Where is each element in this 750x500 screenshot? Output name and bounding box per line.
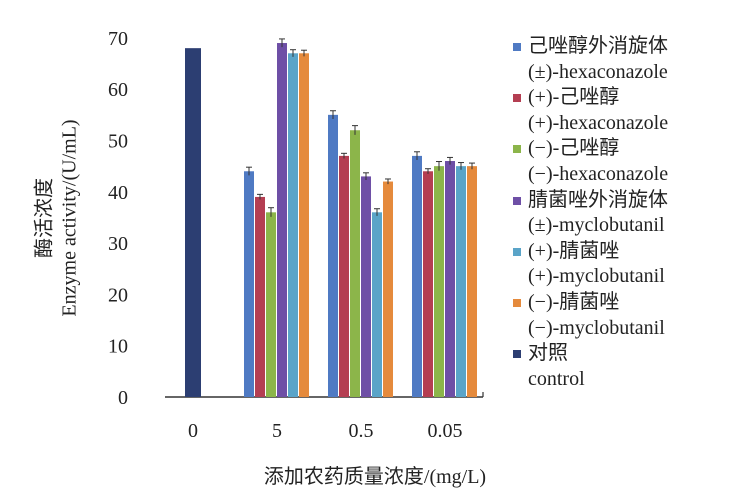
legend-item: (−)-腈菌唑 (−)-myclobutanil <box>510 290 668 341</box>
y-tick-label: 60 <box>108 79 128 101</box>
legend-label-cn: (+)-腈菌唑 <box>528 239 620 262</box>
legend-label-en: control <box>528 367 585 390</box>
bar <box>328 114 338 397</box>
y-tick-label: 50 <box>108 131 128 153</box>
legend-item: 己唑醇外消旋体 (±)-hexaconazole <box>510 34 668 85</box>
x-tick-label: 5 <box>272 420 282 442</box>
legend: 己唑醇外消旋体 (±)-hexaconazole (+)-己唑醇 (+)-hexaco… <box>510 34 668 392</box>
legend-label-cn: (+)-己唑醇 <box>528 86 620 109</box>
x-axis-label: 添加农药质量浓度/(mg/L) <box>263 466 487 488</box>
y-tick-label: 40 <box>108 182 128 204</box>
legend-label-en: (−)-hexaconazole <box>528 162 669 185</box>
legend-item: (+)-己唑醇 (+)-hexaconazole <box>510 85 668 136</box>
y-tick-label: 10 <box>108 336 128 358</box>
bar <box>445 161 455 397</box>
bar <box>339 155 349 397</box>
y-tick-label: 0 <box>118 387 128 409</box>
bar <box>372 212 382 397</box>
bar <box>350 130 360 398</box>
y-tick-label: 30 <box>108 233 128 255</box>
legend-item: 腈菌唑外消旋体 (±)-myclobutanil <box>510 188 668 239</box>
bar <box>288 53 298 397</box>
legend-swatch <box>513 298 521 307</box>
legend-label-cn: (−)-己唑醇 <box>528 137 620 160</box>
bar <box>244 171 254 397</box>
bar <box>383 181 393 397</box>
legend-item: (+)-腈菌唑 (+)-myclobutanil <box>510 239 668 290</box>
legend-swatch <box>513 145 521 154</box>
x-tick-label: 0.05 <box>428 420 463 442</box>
bar <box>185 48 201 397</box>
bar <box>299 53 309 397</box>
legend-swatch <box>513 196 521 205</box>
legend-label-en: (+)-myclobutanil <box>528 265 665 288</box>
x-tick-label: 0 <box>188 420 198 442</box>
bar <box>423 171 433 397</box>
bar <box>467 166 477 397</box>
bar <box>361 176 371 397</box>
x-tick-label: 0.5 <box>349 420 374 442</box>
y-tick-label: 70 <box>108 28 128 50</box>
legend-label-en: (±)-hexaconazole <box>528 60 668 83</box>
legend-swatch <box>513 350 521 359</box>
legend-label-en: (−)-myclobutanil <box>528 316 665 339</box>
legend-item: 对照 control <box>510 341 668 392</box>
bar <box>255 196 265 397</box>
bar <box>456 166 466 397</box>
legend-item: (−)-己唑醇 (−)-hexaconazole <box>510 136 668 187</box>
bar <box>277 43 287 397</box>
legend-label-cn: 对照 <box>528 342 568 365</box>
bar <box>434 166 444 397</box>
legend-swatch <box>513 94 521 103</box>
legend-label-cn: 己唑醇外消旋体 <box>528 35 668 57</box>
legend-label-cn: (−)-腈菌唑 <box>528 290 620 313</box>
bar <box>412 155 422 397</box>
legend-swatch <box>513 43 521 51</box>
y-axis-label: Enzyme activity/(U/mL) <box>58 119 81 317</box>
y-axis-label-cn: 酶活浓度 <box>33 178 56 258</box>
y-tick-label: 20 <box>108 284 128 306</box>
legend-label-en: (±)-myclobutanil <box>528 214 665 237</box>
legend-swatch <box>513 247 521 256</box>
bar <box>266 212 276 397</box>
legend-label-en: (+)-hexaconazole <box>528 111 669 134</box>
legend-label-cn: 腈菌唑外消旋体 <box>528 188 668 211</box>
